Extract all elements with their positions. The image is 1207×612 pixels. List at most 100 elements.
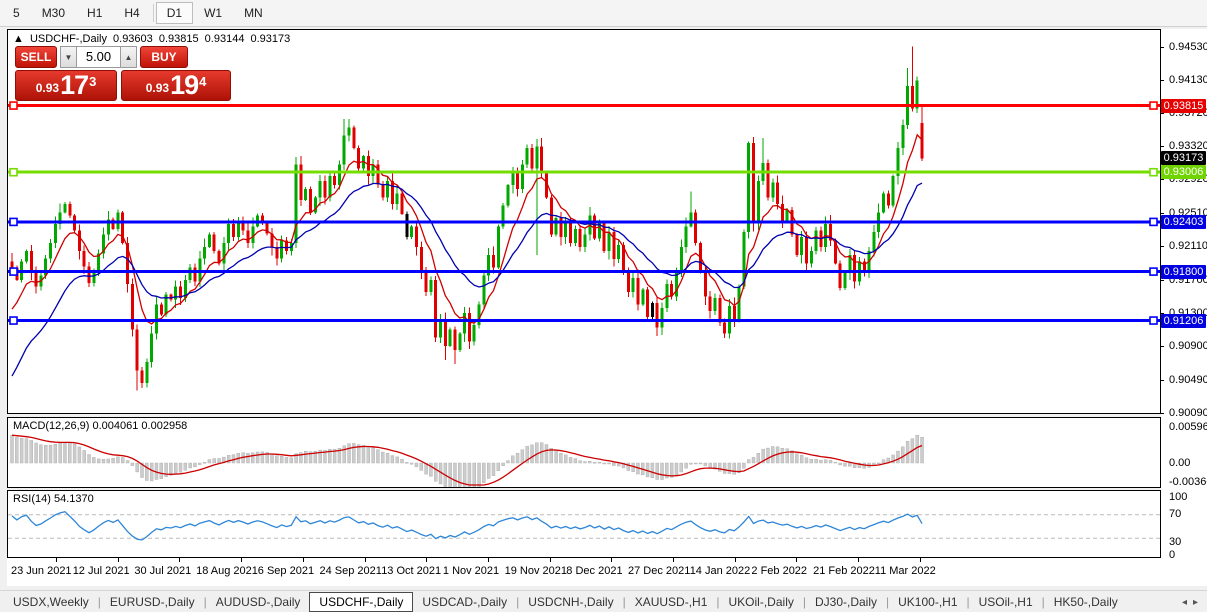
macd-axis-label: 0.005963 <box>1169 421 1207 433</box>
hline-handle[interactable] <box>9 217 18 227</box>
tab-usdchf-daily[interactable]: USDCHF-,Daily <box>309 592 414 612</box>
date-tick-mark <box>364 558 366 562</box>
volume-decrease-button[interactable]: ▼ <box>60 46 77 68</box>
rsi-label: RSI(14) 54.1370 <box>13 493 94 505</box>
price-tick-mark <box>1160 213 1164 215</box>
price-badge: 0.93006 <box>1161 165 1206 180</box>
volume-increase-button[interactable]: ▲ <box>120 46 137 68</box>
hline-handle[interactable] <box>9 167 18 177</box>
buy-button[interactable]: BUY <box>140 46 188 68</box>
tab-scroll-right-icon[interactable]: ▸ <box>1192 596 1198 608</box>
tab-usoil-h1[interactable]: USOil-,H1 <box>978 595 1033 609</box>
price-tick-mark <box>1160 113 1164 115</box>
hline-handle[interactable] <box>1149 167 1158 177</box>
macd-indicator-panel[interactable]: MACD(12,26,9) 0.004061 0.002958 <box>7 417 1161 492</box>
time-axis[interactable]: 23 Jun 2021 12 Jul 2021 30 Jul 2021 18 Aug … <box>7 558 1161 586</box>
date-tick-mark <box>487 558 489 562</box>
date-tick-mark <box>241 558 243 562</box>
rsi-svg <box>8 510 1160 541</box>
main-chart-panel[interactable]: ▲ USDCHF-,Daily 0.93603 0.93815 0.93144 … <box>7 29 1161 414</box>
tab-usdx-weekly[interactable]: USDX,Weekly <box>13 595 89 609</box>
tab-separator: | <box>802 595 806 609</box>
date-tick-mark <box>179 558 181 562</box>
tab-scroll-arrows: ◂ ▸ <box>1179 597 1201 608</box>
timeframe-button-d1[interactable]: D1 <box>155 2 194 24</box>
one-click-trading-panel: SELL ▼ 5.00 ▲ BUY 0.93 17 3 <box>15 46 231 101</box>
rsi-axis-label: 70 <box>1169 508 1182 520</box>
date-label: 23 Jun 2021 <box>11 565 72 577</box>
price-tick-label: 0.94130 <box>1169 73 1207 86</box>
ohlc-open: 0.93603 <box>113 33 153 45</box>
volume-input[interactable]: 5.00 <box>77 46 120 68</box>
hline-handle[interactable] <box>1149 316 1158 325</box>
sell-price-display[interactable]: 0.93 17 3 <box>15 70 118 101</box>
date-tick-mark <box>858 558 860 562</box>
rsi-value: 54.1370 <box>53 493 94 505</box>
date-label: 18 Aug 2021 <box>196 565 258 577</box>
price-badge: 0.93815 <box>1161 98 1206 113</box>
hline-handle[interactable] <box>9 267 18 276</box>
rsi-axis-label: 30 <box>1169 536 1182 548</box>
rsi-axis-label: 0 <box>1169 549 1176 561</box>
tab-audusd-daily[interactable]: AUDUSD-,Daily <box>215 595 301 609</box>
hline-handle[interactable] <box>1149 101 1158 110</box>
tab-eurusd-daily[interactable]: EURUSD-,Daily <box>109 595 195 609</box>
macd-svg <box>10 434 924 492</box>
date-label: 27 Dec 2021 <box>628 565 691 577</box>
macd-name: MACD(12,26,9) <box>13 420 90 432</box>
tab-separator: | <box>966 595 970 609</box>
spin-down-icon: ▼ <box>64 52 73 62</box>
date-tick-mark <box>56 558 57 562</box>
hline-handle[interactable] <box>1149 217 1158 227</box>
price-badge: 0.93173 <box>1161 151 1206 166</box>
date-label: 11 Mar 2022 <box>874 565 936 577</box>
buy-price-prefix: 0.93 <box>145 81 170 95</box>
tab-xauusd-h1[interactable]: XAUUSD-,H1 <box>634 595 708 609</box>
sell-price-prefix: 0.93 <box>35 81 60 95</box>
price-axis[interactable]: 0.94530 0.94130 0.93720 0.93320 0.92920 0.925… <box>1160 29 1207 586</box>
rsi-indicator-panel[interactable]: RSI(14) 54.1370 <box>7 490 1161 558</box>
price-tick-label: 0.90900 <box>1169 339 1207 352</box>
hline-handle[interactable] <box>9 101 18 110</box>
tab-hk50-daily[interactable]: HK50-,Daily <box>1053 595 1118 609</box>
candlestick-chart-canvas[interactable] <box>8 30 1160 413</box>
tab-ukoil-daily[interactable]: UKOil-,Daily <box>728 595 794 609</box>
date-tick-mark <box>673 558 674 562</box>
chart-symbol-title: USDCHF-,Daily <box>29 33 107 45</box>
timeframe-button-m30[interactable]: M30 <box>41 6 66 20</box>
timeframe-button-h1[interactable]: H1 <box>87 6 103 20</box>
toolbar-separator <box>152 4 154 22</box>
tab-usdcnh-daily[interactable]: USDCNH-,Daily <box>528 595 614 609</box>
date-tick-mark <box>426 558 428 562</box>
price-tick-label: 0.93320 <box>1169 140 1207 153</box>
ohlc-low: 0.93144 <box>204 33 245 45</box>
hline-handle[interactable] <box>1149 267 1158 276</box>
price-tick-mark <box>1160 312 1164 314</box>
timeframe-button-w1[interactable]: W1 <box>204 6 223 20</box>
timeframe-button-5[interactable]: 5 <box>13 6 20 20</box>
collapse-arrow-icon[interactable]: ▲ <box>13 33 24 45</box>
hline-handle[interactable] <box>9 316 18 325</box>
price-tick-label: 0.94530 <box>1169 40 1207 53</box>
tab-usdcad-daily[interactable]: USDCAD-,Daily <box>422 595 508 609</box>
sell-price-sup: 3 <box>89 74 97 89</box>
buy-price-display[interactable]: 0.93 19 4 <box>121 70 231 101</box>
tab-uk100-h1[interactable]: UK100-,H1 <box>898 595 958 609</box>
tab-scroll-left-icon[interactable]: ◂ <box>1181 596 1187 608</box>
timeframe-button-h4[interactable]: H4 <box>124 6 140 20</box>
date-label: 2 Feb 2022 <box>751 565 808 577</box>
rsi-chart-canvas[interactable] <box>8 491 1160 557</box>
timeframe-button-mn[interactable]: MN <box>244 6 263 20</box>
sell-button[interactable]: SELL <box>15 46 57 68</box>
price-tick-label: 0.90090 <box>1169 406 1207 419</box>
date-label: 12 Jul 2021 <box>72 565 130 577</box>
date-label: 24 Sep 2021 <box>319 565 382 577</box>
ohlc-close: 0.93173 <box>250 33 291 45</box>
rsi-axis-label: 100 <box>1169 491 1188 503</box>
date-label: 1 Nov 2021 <box>442 565 500 577</box>
tab-dj30-daily[interactable]: DJ30-,Daily <box>814 595 877 609</box>
tab-separator: | <box>622 595 626 609</box>
macd-chart-canvas[interactable] <box>8 418 1160 492</box>
date-tick-mark <box>117 558 119 562</box>
